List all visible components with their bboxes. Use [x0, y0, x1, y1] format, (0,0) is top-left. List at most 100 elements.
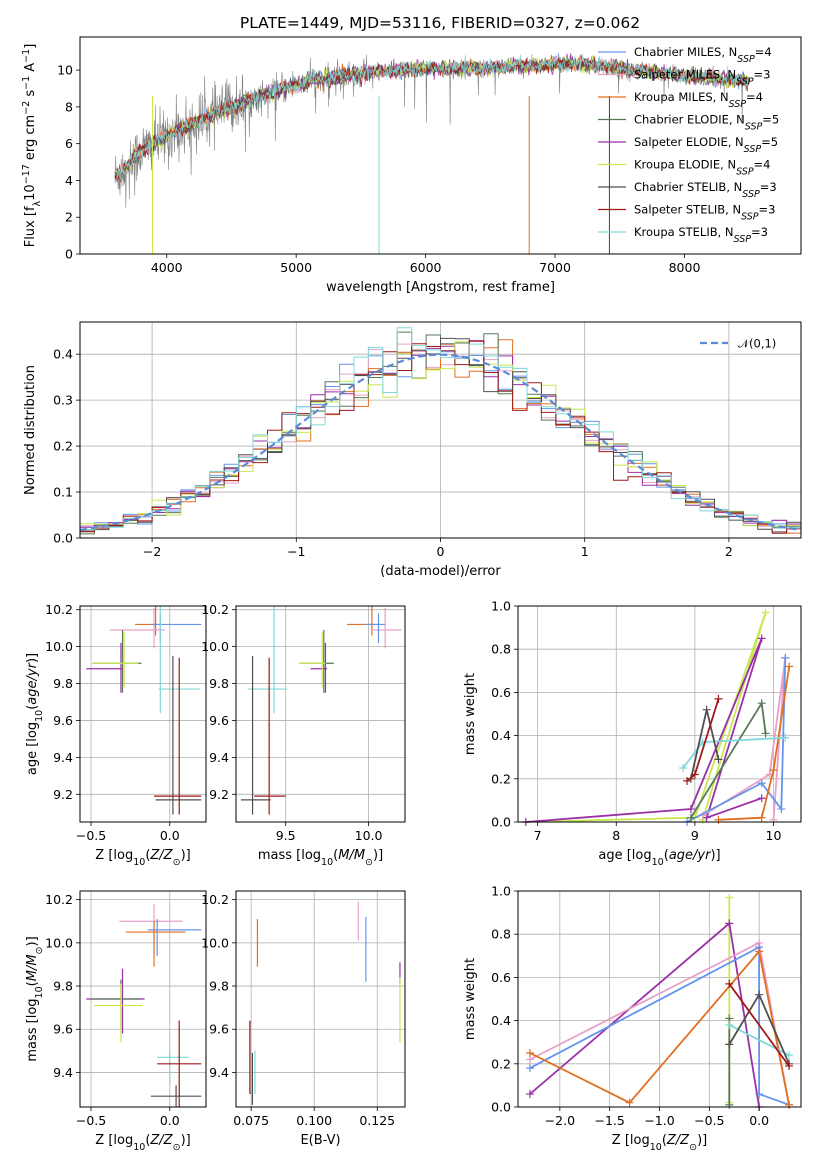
- y-tick-label: 10.0: [45, 935, 73, 950]
- legend-label-kroupa_miles: Kroupa MILES, NSSP=4: [634, 90, 763, 110]
- x-tick-label: 6000: [410, 260, 442, 275]
- weight-marker-chabrier_stelib: [702, 705, 711, 714]
- weight-marker-salpeter_stelib: [683, 776, 692, 785]
- x-axis-label: mass [log10(M/M⊙)]: [258, 848, 383, 868]
- weight-line-salpeter_elodie: [529, 921, 760, 1108]
- y-tick-label: 8: [65, 99, 73, 114]
- weight-marker-kroupa_stelib: [781, 733, 790, 742]
- x-tick-label: 7000: [539, 260, 571, 275]
- y-tick-label: 10.0: [45, 639, 73, 654]
- y-axis-label: Flux [fλ10−17 erg cm−2 s−1 A−1]: [21, 44, 43, 248]
- y-tick-label: 10.0: [201, 639, 229, 654]
- weight-marker-chabrier_stelib: [714, 755, 723, 764]
- weight-marker-kroupa_miles: [714, 815, 723, 824]
- y-tick-label: 1.0: [491, 884, 511, 899]
- legend-label-kroupa_stelib: Kroupa STELIB, NSSP=3: [634, 225, 768, 245]
- spectrum-legend: Chabrier MILES, NSSP=4 Salpeter MILES, NS…: [598, 45, 779, 245]
- legend-label-salpeter_elodie: Salpeter ELODIE, NSSP=5: [634, 135, 778, 155]
- weight-marker-chabrier_miles: [755, 1090, 764, 1099]
- weight-marker-salpeter_elodie: [525, 1090, 534, 1099]
- y-tick-label: 9.2: [209, 787, 229, 802]
- weight-marker-chabrier_elodie: [725, 1100, 734, 1109]
- weight-marker-salpeter_elodie: [686, 805, 695, 814]
- y-tick-label: 9.4: [209, 750, 229, 765]
- x-axis-label: (data-model)/error: [380, 564, 501, 579]
- x-tick-label: 8: [612, 828, 620, 843]
- y-tick-label: 0.8: [491, 927, 511, 942]
- y-tick-label: 9.6: [209, 713, 229, 728]
- y-tick-label: 10: [57, 63, 73, 78]
- legend-label-chabrier_miles: Chabrier MILES, NSSP=4: [634, 45, 772, 65]
- x-tick-label: 0.0: [160, 1113, 180, 1128]
- x-tick-label: 0.100: [296, 1113, 332, 1128]
- weight-marker-kroupa_miles: [757, 813, 766, 822]
- y-tick-label: 0.8: [491, 642, 511, 657]
- y-tick-label: 0.4: [491, 1013, 511, 1028]
- y-tick-label: 9.2: [53, 787, 73, 802]
- y-tick-label: 0.6: [491, 685, 511, 700]
- x-tick-label: 5000: [280, 260, 312, 275]
- weight-marker-chabrier_elodie: [757, 699, 766, 708]
- y-tick-label: 4: [65, 173, 73, 188]
- x-tick-label: 2: [725, 544, 733, 559]
- y-tick-label: 0.0: [53, 531, 73, 546]
- y-tick-label: 10.2: [201, 892, 229, 907]
- x-tick-label: 0.125: [359, 1113, 395, 1128]
- x-tick-label: −2.0: [545, 1113, 575, 1128]
- x-tick-label: 7: [534, 828, 542, 843]
- x-axis-label: Z [log10(Z/Z⊙)]: [95, 1133, 190, 1153]
- x-tick-label: 0.0: [749, 1113, 769, 1128]
- weight-line-chabrier_miles: [529, 945, 790, 1106]
- y-axis-label: mass [log10(M/M⊙)]: [25, 936, 45, 1061]
- y-tick-label: 10.2: [201, 602, 229, 617]
- y-tick-label: 1.0: [491, 599, 511, 614]
- legend-label-salpeter_miles: Salpeter MILES, NSSP=3: [634, 68, 771, 88]
- x-axis-label: Z [log10(Z/Z⊙)]: [612, 1133, 707, 1153]
- weight-marker-salpeter_stelib: [690, 770, 699, 779]
- figure-title: PLATE=1449, MJD=53116, FIBERID=0327, z=0…: [240, 14, 640, 32]
- y-tick-label: 9.4: [53, 1065, 73, 1080]
- y-tick-label: 9.6: [209, 1022, 229, 1037]
- x-axis-label: wavelength [Angstrom, rest frame]: [326, 280, 555, 295]
- x-axis-label: E(B-V): [300, 1133, 340, 1148]
- x-tick-label: −0.5: [76, 1113, 106, 1128]
- axes-frame: [79, 890, 207, 1108]
- weight-marker-chabrier_miles: [777, 805, 786, 814]
- weight-marker-chabrier_elodie: [761, 729, 770, 738]
- legend-label-normal: 𝒩(0,1): [738, 337, 776, 351]
- weight-marker-salpeter_elodie: [725, 919, 734, 928]
- y-axis-label: Normed distribution: [23, 365, 38, 495]
- x-tick-label: −1.5: [594, 1113, 624, 1128]
- x-tick-label: −0.5: [694, 1113, 724, 1128]
- weight-marker-salpeter_stelib: [725, 979, 734, 988]
- x-tick-label: 8000: [669, 260, 701, 275]
- weight-marker-chabrier_elodie: [686, 813, 695, 822]
- weight-marker-kroupa_miles: [785, 1100, 794, 1109]
- weight-line-chabrier_miles: [686, 657, 787, 823]
- x-tick-label: 0: [437, 544, 445, 559]
- model-fit-kroupa_stelib: [114, 54, 750, 185]
- x-tick-label: 10: [766, 828, 782, 843]
- axes-frame: [79, 36, 802, 255]
- y-axis-label: mass weight: [463, 958, 478, 1040]
- weight-marker-kroupa_miles: [785, 662, 794, 671]
- weight-marker-kroupa_stelib: [679, 764, 688, 772]
- y-tick-label: 0.4: [491, 728, 511, 743]
- axes-frame: [79, 605, 207, 823]
- y-tick-label: 10.2: [45, 602, 73, 617]
- x-axis-label: Z [log10(Z/Z⊙)]: [95, 848, 190, 868]
- weight-marker-kroupa_miles: [755, 947, 764, 956]
- residual-plot: −2 −1 0 1 2 0.0 0.1 0.2 0.3 0.4 (data-model)/error…: [23, 321, 802, 579]
- y-tick-label: 0.3: [53, 393, 73, 408]
- y-axis-label: mass weight: [463, 673, 478, 755]
- weight-line-salpeter_stelib: [728, 983, 790, 1067]
- legend-label-chabrier_elodie: Chabrier ELODIE, NSSP=5: [634, 113, 779, 133]
- weight-line-salpeter_elodie: [525, 638, 763, 823]
- legend-label-kroupa_elodie: Kroupa ELODIE, NSSP=4: [634, 158, 771, 178]
- y-tick-label: 0.2: [491, 771, 511, 786]
- y-tick-label: 9.8: [209, 676, 229, 691]
- weight-marker-kroupa_elodie: [725, 893, 734, 902]
- y-tick-label: 9.8: [53, 676, 73, 691]
- y-tick-label: 0.0: [491, 815, 511, 830]
